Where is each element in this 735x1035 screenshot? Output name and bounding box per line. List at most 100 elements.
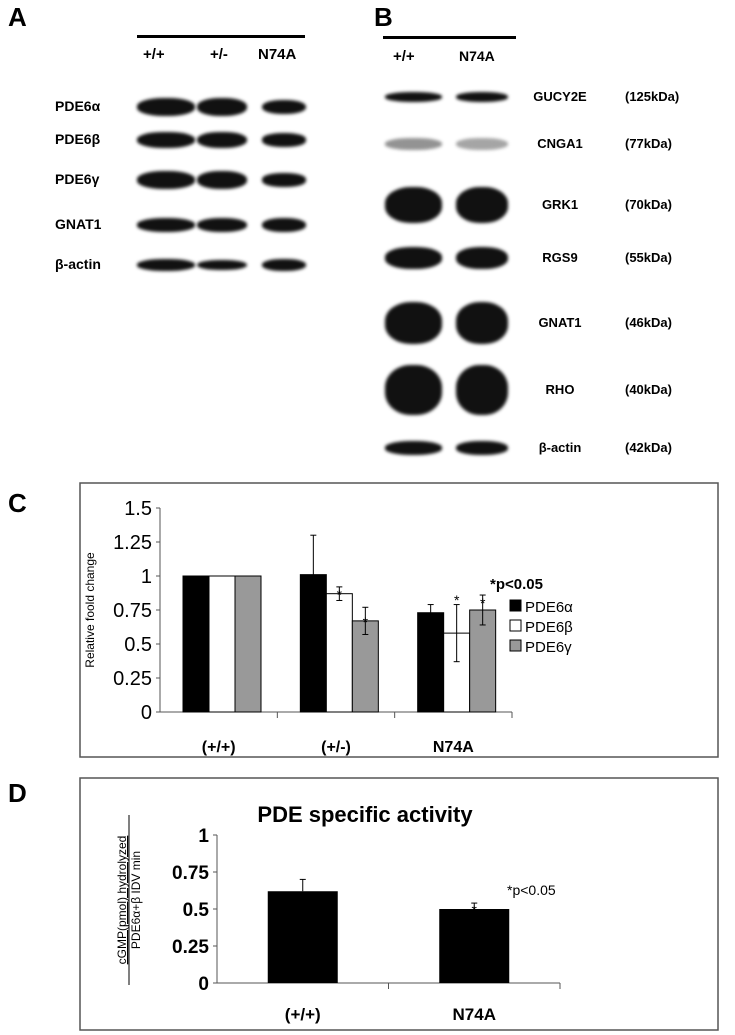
x-tick-label: (+/+) [285,1005,321,1024]
panel-a-protein-label: PDE6α [55,98,101,114]
legend-swatch [509,599,522,612]
blot-band [137,259,195,271]
blot-band [197,98,247,116]
blot-band [385,138,442,150]
legend-swatch [509,619,522,632]
panel-b-protein-label: GRK1 [541,197,579,212]
blot-band [262,259,306,271]
blot-band [262,173,306,187]
y-tick-label: 1.5 [124,498,152,520]
blot-band [385,302,442,344]
blot-band [197,218,247,232]
panel-b-lane-1: +/+ [393,48,415,65]
y-axis-label-denominator: PDE6α+β IDV min [129,851,143,949]
bar [351,620,379,713]
panel-b-kda-label: (40kDa) [625,382,672,397]
x-tick-label: N74A [433,739,474,756]
panel-b-protein-label: RHO [545,382,575,397]
panel-b-lane-bar [383,36,516,39]
bar [267,891,338,983]
chart-c-frame [79,482,719,758]
bar [469,609,497,713]
blot-band [137,98,195,116]
y-tick-label: 1 [198,826,209,847]
panel-a-label: A [8,2,27,32]
y-tick-label: 0.25 [172,937,209,958]
legend-swatch [509,639,522,652]
panel-c-label: C [8,488,27,518]
blot-band [456,247,508,269]
significance-star: * [428,614,434,630]
y-tick-label: 0 [198,974,209,995]
blot-band [456,138,508,150]
blot-band [456,365,508,415]
panel-b-kda-label: (70kDa) [625,197,672,212]
blot-band [456,92,508,102]
y-tick-label: 0.75 [172,863,209,884]
bar [417,612,445,713]
blot-band [262,133,306,147]
legend-label: PDE6α [525,599,573,616]
significance-star: * [454,592,460,608]
panel-b-protein-label: RGS9 [542,250,578,265]
x-tick-label: (+/-) [321,739,351,756]
panel-a-lane-2: +/- [210,46,228,63]
y-tick-label: 0 [141,702,152,724]
blot-band [197,259,247,271]
blot-band [137,171,195,189]
blot-band [456,187,508,223]
significance-star: * [472,902,478,918]
bar [208,575,236,713]
y-tick-label: 0.5 [183,900,210,921]
panel-a-protein-label: PDE6β [55,131,101,147]
blot-band [385,365,442,415]
bar [234,575,262,713]
blot-band [385,247,442,269]
panel-b-protein-label: GNAT1 [538,315,582,330]
significance-star: * [363,614,369,630]
panel-b-kda-label: (55kDa) [625,250,672,265]
blot-band [385,92,442,102]
blot-band [385,187,442,223]
significance-note: *p<0.05 [507,882,556,898]
y-axis-label-numerator: cGMP(pmol) hydrolyzed [115,836,129,965]
panel-b-lane-2: N74A [459,48,495,64]
x-tick-label: N74A [453,1005,496,1024]
y-axis-label: Relative foold change [83,552,97,668]
bar [439,909,510,983]
panel-b-protein-label: β-actin [538,440,582,455]
panel-d-label: D [8,778,27,808]
significance-star: * [337,587,343,603]
panel-a-protein-label: GNAT1 [55,216,102,232]
blot-band [137,132,195,148]
panel-a-lane-1: +/+ [143,46,165,63]
y-tick-label: 0.5 [124,634,152,656]
blot-band [137,218,195,232]
blot-band [262,218,306,232]
blot-band [456,302,508,344]
significance-note: *p<0.05 [490,576,543,593]
blot-band [456,441,508,455]
y-tick-label: 1.25 [113,532,152,554]
y-tick-label: 1 [141,566,152,588]
bar [182,575,210,713]
legend-label: PDE6γ [525,639,572,656]
legend-label: PDE6β [525,619,573,636]
panel-a-lane-3: N74A [258,46,297,63]
panel-b-protein-label: CNGA1 [537,136,583,151]
panel-b-kda-label: (46kDa) [625,315,672,330]
y-tick-label: 0.75 [113,600,152,622]
panel-a-protein-label: β-actin [55,256,101,272]
chart-d-frame [79,777,719,1031]
bar [325,593,353,713]
significance-star: * [480,595,486,611]
panel-b-protein-label: GUCY2E [533,89,587,104]
blot-band [197,132,247,148]
panel-b-label: B [374,2,393,32]
blot-band [197,171,247,189]
chart-title: PDE specific activity [257,802,473,827]
panel-a-lane-bar [137,35,305,38]
blot-band [262,99,306,115]
